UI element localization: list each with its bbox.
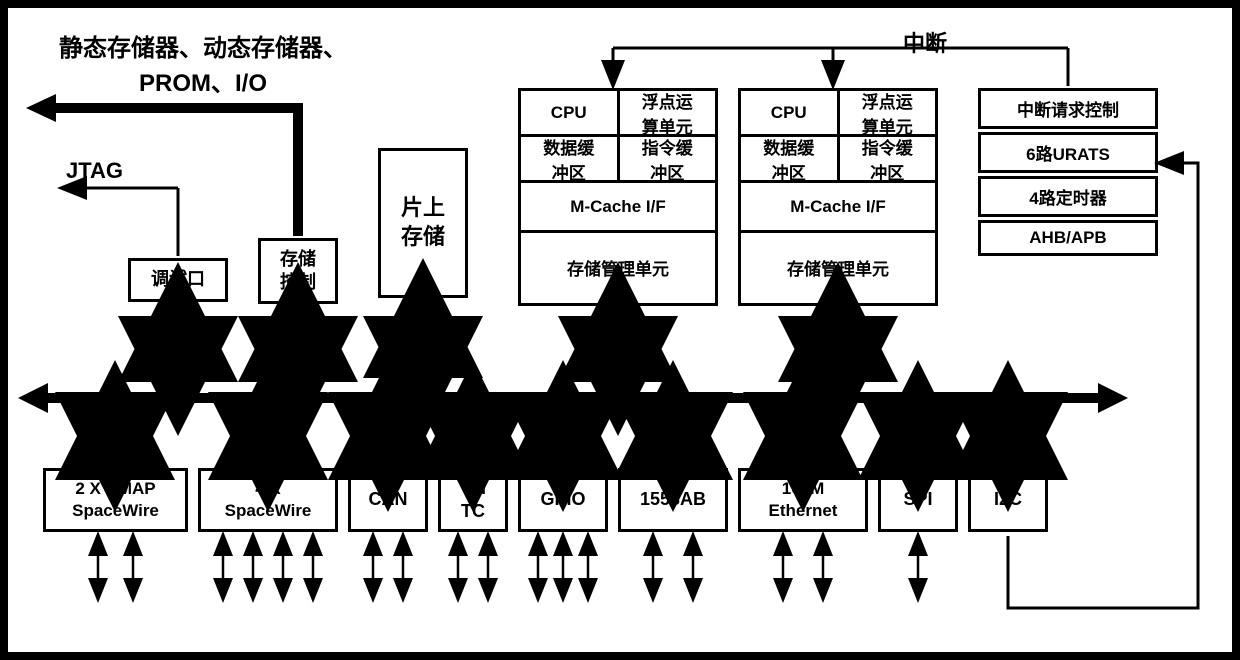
ctrl-stack: 中断请求控制 6路URATS 4路定时器 AHB/APB (978, 88, 1158, 259)
periph-can: CAN (348, 468, 428, 532)
cpu2-dcache: 数据缓 冲区 (741, 137, 840, 180)
periph-spi: SPI (878, 468, 958, 532)
periph-eth: 100M Ethernet (738, 468, 868, 532)
cpu2-mmu: 存储管理单元 (741, 233, 935, 301)
ctrl-ahbapb: AHB/APB (978, 220, 1158, 256)
ctrl-timers: 4路定时器 (978, 176, 1158, 217)
cpu1-mmu: 存储管理单元 (521, 233, 715, 301)
periph-gpio: GPIO (518, 468, 608, 532)
cpu1-dcache: 数据缓 冲区 (521, 137, 620, 180)
cpu2-icache: 指令缓 冲区 (840, 137, 936, 180)
cpu1-icache: 指令缓 冲区 (620, 137, 716, 180)
mem-ctrl-box: 存储 控制 (258, 238, 338, 304)
cpu1-fpu: 浮点运 算单元 (620, 91, 716, 134)
mem-io-label: 静态存储器、动态存储器、PROM、I/O (38, 28, 368, 98)
debug-port-box: 调试口 (128, 258, 228, 302)
ctrl-uarts: 6路URATS (978, 132, 1158, 173)
cpu-block-2: CPU 浮点运 算单元 数据缓 冲区 指令缓 冲区 M-Cache I/F 存储… (738, 88, 938, 306)
block-diagram: 静态存储器、动态存储器、PROM、I/O JTAG 中断 调试口 存储 控制 片… (0, 0, 1240, 660)
cpu2-cpu: CPU (741, 91, 840, 134)
periph-spw: 4 X SpaceWire (198, 468, 338, 532)
periph-1553: 1553AB (618, 468, 728, 532)
cpu1-cpu: CPU (521, 91, 620, 134)
onchip-mem-box: 片上 存储 (378, 148, 468, 298)
cpu-block-1: CPU 浮点运 算单元 数据缓 冲区 指令缓 冲区 M-Cache I/F 存储… (518, 88, 718, 306)
jtag-label: JTAG (66, 158, 123, 184)
periph-tmtc: TM TC (438, 468, 508, 532)
cpu2-mcache: M-Cache I/F (741, 183, 935, 233)
periph-i2c: I2C (968, 468, 1048, 532)
cpu2-fpu: 浮点运 算单元 (840, 91, 936, 134)
ctrl-irq: 中断请求控制 (978, 88, 1158, 129)
periph-rmap: 2 X RMAP SpaceWire (43, 468, 188, 532)
cpu1-mcache: M-Cache I/F (521, 183, 715, 233)
interrupt-label: 中断 (903, 26, 947, 58)
